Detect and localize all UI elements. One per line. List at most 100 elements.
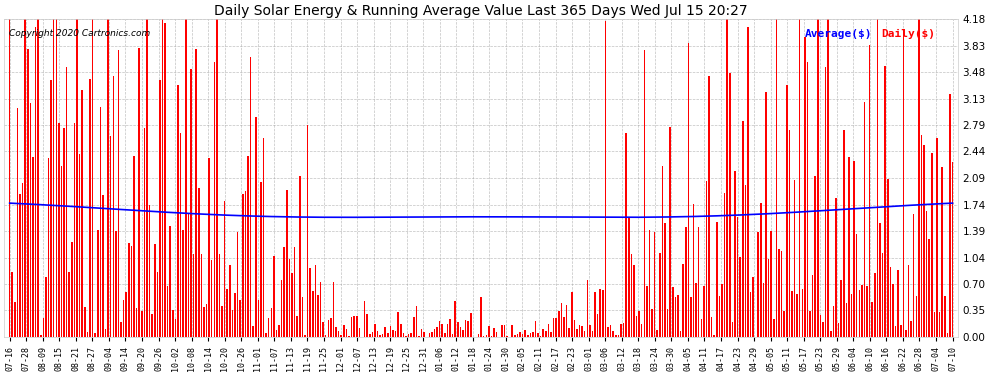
Bar [786, 84, 787, 337]
Bar [431, 332, 433, 337]
Bar [698, 227, 700, 337]
Bar [464, 321, 466, 337]
Bar [169, 226, 171, 337]
Bar [68, 272, 70, 337]
Bar [538, 333, 539, 337]
Bar [312, 291, 314, 337]
Bar [323, 322, 324, 337]
Bar [30, 103, 31, 337]
Bar [594, 292, 596, 337]
Bar [201, 255, 202, 337]
Bar [214, 62, 215, 337]
Bar [180, 133, 181, 337]
Bar [937, 138, 938, 337]
Bar [136, 308, 138, 337]
Bar [84, 307, 85, 337]
Bar [690, 297, 692, 337]
Bar [744, 184, 746, 337]
Bar [913, 214, 915, 337]
Bar [871, 302, 873, 337]
Bar [934, 312, 936, 337]
Bar [249, 57, 251, 337]
Bar [550, 332, 551, 337]
Bar [363, 301, 365, 337]
Bar [144, 129, 146, 337]
Bar [275, 330, 277, 337]
Bar [900, 325, 902, 337]
Bar [823, 322, 824, 337]
Bar [815, 176, 816, 337]
Bar [86, 333, 88, 337]
Bar [703, 286, 705, 337]
Bar [454, 301, 456, 337]
Bar [141, 310, 143, 337]
Bar [522, 334, 524, 337]
Bar [488, 326, 490, 337]
Bar [242, 194, 244, 337]
Bar [895, 326, 896, 337]
Bar [809, 311, 811, 337]
Bar [778, 249, 780, 337]
Bar [126, 292, 127, 337]
Bar [296, 316, 298, 337]
Bar [807, 62, 808, 337]
Bar [118, 51, 119, 337]
Bar [946, 333, 948, 337]
Bar [400, 324, 402, 337]
Bar [674, 297, 676, 337]
Bar [884, 66, 886, 337]
Bar [12, 272, 13, 337]
Bar [22, 183, 24, 337]
Bar [856, 234, 857, 337]
Bar [333, 282, 335, 337]
Bar [94, 333, 96, 337]
Bar [255, 117, 256, 337]
Bar [105, 328, 106, 337]
Bar [661, 166, 663, 337]
Bar [224, 201, 226, 337]
Bar [931, 153, 933, 337]
Bar [307, 124, 308, 337]
Bar [773, 319, 774, 337]
Bar [879, 223, 881, 337]
Bar [172, 310, 173, 337]
Bar [190, 69, 192, 337]
Bar [545, 331, 546, 337]
Bar [882, 253, 883, 337]
Bar [656, 330, 658, 337]
Bar [706, 182, 707, 337]
Bar [245, 190, 247, 337]
Bar [586, 280, 588, 337]
Bar [869, 45, 870, 337]
Bar [281, 280, 282, 337]
Bar [100, 107, 101, 337]
Bar [182, 230, 184, 337]
Bar [278, 324, 280, 337]
Bar [449, 319, 450, 337]
Bar [374, 324, 375, 337]
Bar [270, 308, 272, 337]
Bar [159, 80, 160, 337]
Bar [211, 260, 213, 337]
Bar [43, 318, 45, 337]
Bar [685, 228, 686, 337]
Bar [615, 335, 617, 337]
Bar [664, 224, 666, 337]
Bar [445, 333, 446, 337]
Bar [76, 20, 78, 337]
Bar [252, 326, 254, 337]
Bar [540, 336, 542, 337]
Bar [613, 331, 614, 337]
Bar [63, 128, 65, 337]
Bar [757, 232, 759, 337]
Bar [600, 290, 601, 337]
Bar [55, 20, 57, 337]
Bar [336, 327, 337, 337]
Bar [555, 318, 557, 337]
Bar [493, 328, 495, 337]
Bar [626, 133, 627, 337]
Bar [636, 316, 638, 337]
Bar [33, 158, 34, 337]
Text: Average($): Average($) [805, 29, 873, 39]
Text: Daily($): Daily($) [881, 29, 936, 39]
